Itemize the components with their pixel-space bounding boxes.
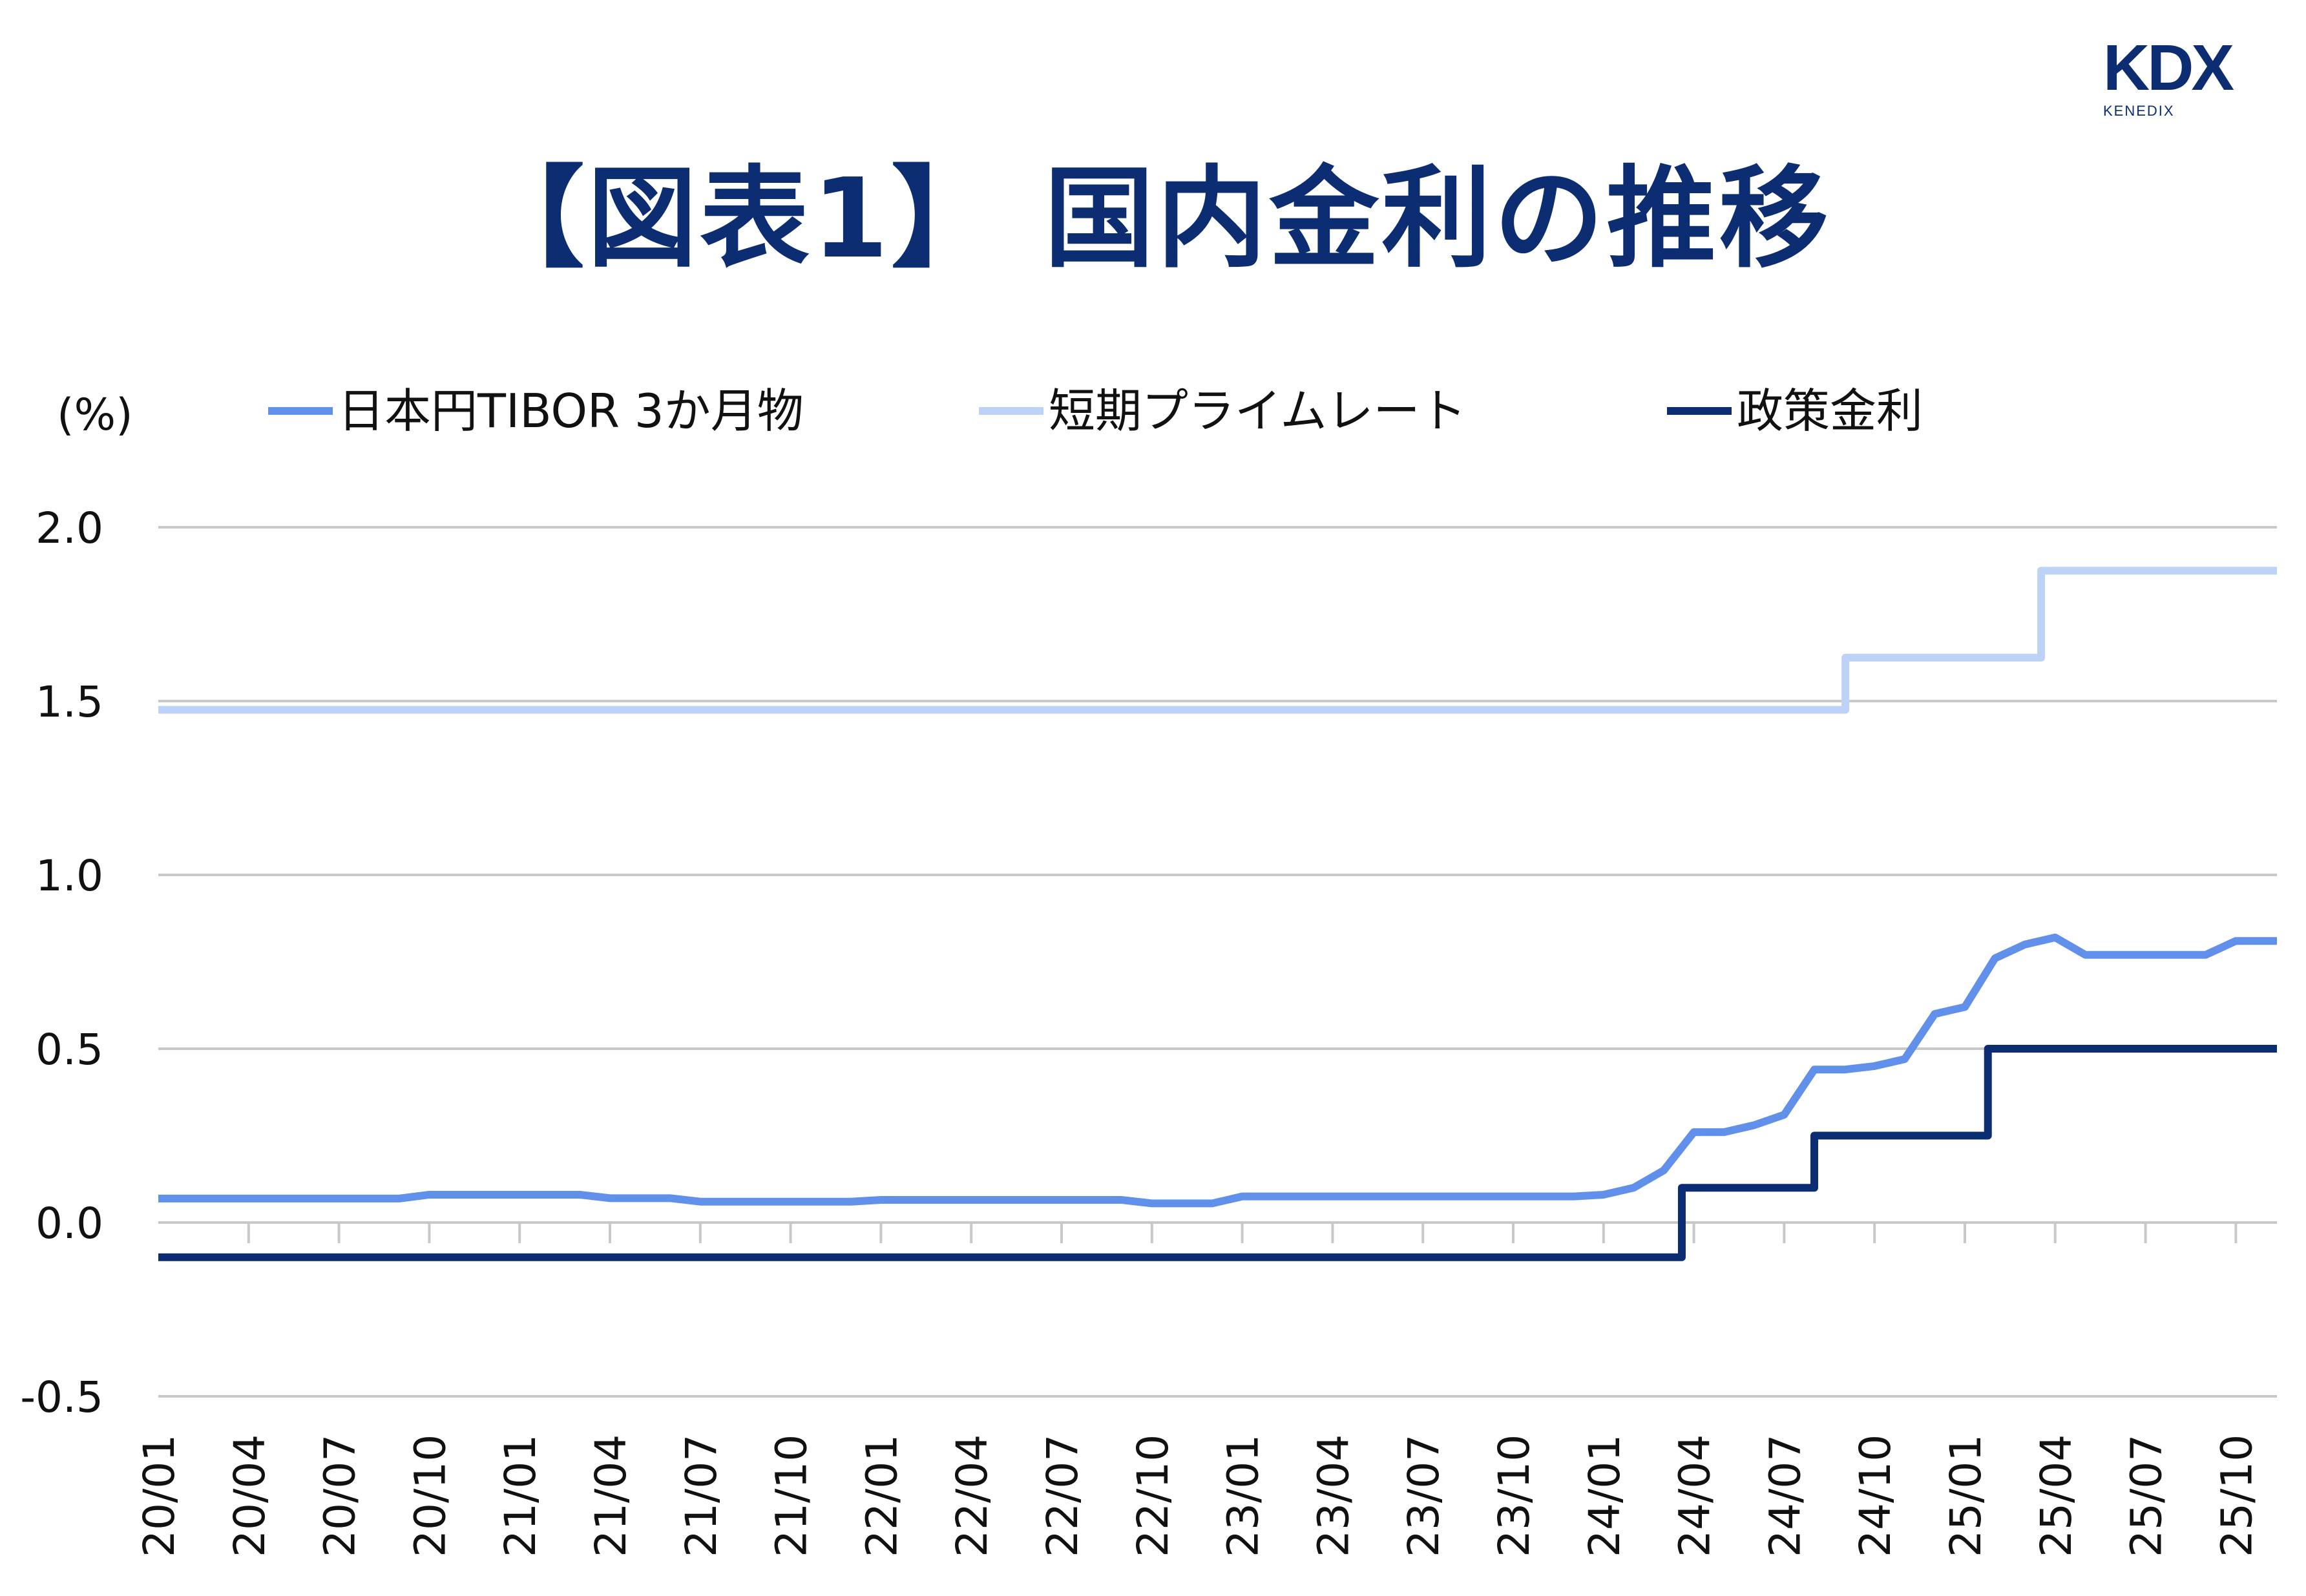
series-line-tibor (158, 933, 2277, 1208)
x-tick-label: 22/01 (857, 1434, 907, 1557)
logo-main: KDX (2103, 32, 2234, 104)
x-tick-label: 23/10 (1489, 1434, 1539, 1557)
x-tick-label: 22/04 (947, 1434, 997, 1557)
logo-sub: KENEDIX (2103, 103, 2175, 119)
series-line-prime (158, 567, 2277, 714)
y-tick-label: -0.5 (20, 1372, 103, 1422)
y-tick-label: 0.5 (36, 1025, 103, 1075)
x-tick-label: 20/10 (405, 1434, 455, 1557)
x-tick-label: 23/01 (1219, 1434, 1268, 1557)
y-tick-label: 1.0 (36, 851, 103, 901)
page-title: 【図表1】 国内金利の推移 (474, 155, 1832, 283)
legend-label-policy: 政策金利 (1737, 384, 1923, 438)
x-tick-label: 25/04 (2031, 1434, 2081, 1557)
x-tick-label: 21/07 (676, 1434, 726, 1557)
x-tick-label: 22/07 (1038, 1434, 1087, 1557)
y-tick-label: 0.0 (36, 1199, 103, 1248)
x-tick-label: 22/10 (1128, 1434, 1178, 1557)
x-tick-label: 25/01 (1941, 1434, 1991, 1557)
x-tick-label: 23/07 (1399, 1434, 1449, 1557)
x-tick-label: 24/07 (1760, 1434, 1810, 1557)
x-tick-label: 21/04 (586, 1434, 636, 1557)
x-tick-label: 23/04 (1308, 1434, 1358, 1557)
x-tick-label: 24/04 (1670, 1434, 1720, 1557)
y-tick-label: 2.0 (36, 503, 103, 553)
x-tick-label: 25/10 (2212, 1434, 2261, 1557)
legend-label-tibor: 日本円TIBOR 3か月物 (338, 384, 804, 438)
x-tick-label: 20/04 (225, 1434, 275, 1557)
y-axis-unit: (%) (57, 390, 133, 441)
x-tick-label: 21/01 (496, 1434, 545, 1557)
x-tick-label: 24/10 (1850, 1434, 1900, 1557)
y-tick-label: 1.5 (36, 677, 103, 727)
x-tick-label: 24/01 (1580, 1434, 1630, 1557)
x-tick-label: 25/07 (2122, 1434, 2172, 1557)
x-tick-label: 20/01 (134, 1434, 184, 1557)
kdx-logo: KDX KENEDIX (2103, 32, 2234, 120)
x-tick-label: 20/07 (315, 1434, 365, 1557)
x-tick-label: 21/10 (767, 1434, 817, 1557)
legend-label-prime: 短期プライムレート (1049, 384, 1467, 438)
series-line-policy (158, 1045, 2277, 1261)
